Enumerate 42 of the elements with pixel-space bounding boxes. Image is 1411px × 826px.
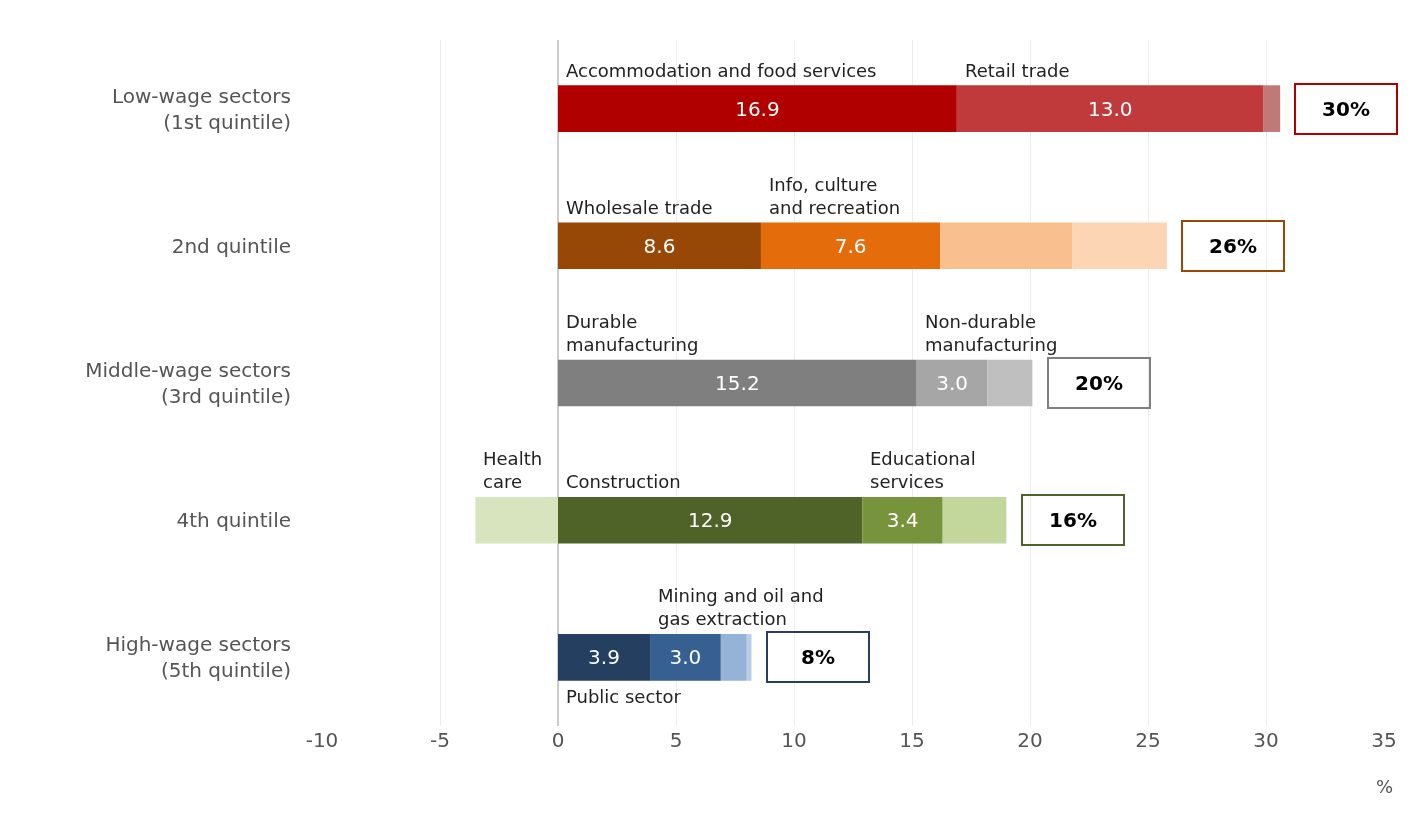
x-tick-label: 35 [1371, 728, 1397, 752]
series-label: Educational services [870, 448, 976, 493]
series-label: Health care [483, 448, 543, 493]
x-tick-label: 10 [781, 728, 807, 752]
x-axis-title: % [1376, 776, 1394, 797]
data-label: 15.2 [715, 371, 760, 395]
data-label: 12.9 [687, 508, 733, 533]
series-label: Public sector [566, 686, 682, 707]
series-label: Info, culture and recreation [769, 174, 901, 219]
data-label: 3.0 [936, 371, 969, 395]
y-tick-label: Low-wage sectors (1st quintile) [111, 83, 291, 134]
series-label: Wholesale trade [566, 197, 713, 218]
x-tick-label: 20 [1017, 728, 1043, 752]
series-label: Accommodation and food services [566, 60, 877, 81]
total-label: 8% [801, 645, 835, 669]
series-label: Non-durable manufacturing [925, 311, 1058, 356]
data-label: 13.0 [1087, 96, 1133, 121]
y-tick-label: 4th quintile [176, 508, 291, 533]
data-label: 3.0 [669, 645, 702, 670]
x-tick-label: -5 [430, 728, 450, 752]
x-tick-label: -10 [305, 728, 339, 752]
data-label: 3.4 [886, 508, 919, 533]
total-label: 16% [1049, 508, 1097, 532]
total-label: 30% [1322, 97, 1370, 121]
total-label: 26% [1209, 234, 1257, 258]
total-label: 20% [1075, 371, 1123, 395]
data-label: 7.6 [834, 233, 867, 258]
series-label: Retail trade [965, 60, 1070, 81]
x-tick-label: 0 [551, 728, 565, 752]
data-label: 3.9 [588, 645, 620, 670]
x-tick-label: 25 [1135, 728, 1161, 752]
data-label: 8.6 [643, 233, 676, 258]
y-tick-label: High-wage sectors (5th quintile) [105, 632, 291, 683]
x-tick-label: 5 [669, 728, 683, 752]
y-tick-label: 2nd quintile [171, 233, 291, 258]
x-tick-label: 30 [1253, 728, 1279, 752]
x-tick-label: 15 [899, 728, 925, 752]
y-tick-label: Middle-wage sectors (3rd quintile) [85, 358, 291, 408]
series-label: Mining and oil and gas extraction [658, 585, 824, 630]
series-label: Durable manufacturing [566, 311, 699, 356]
data-label: 16.9 [735, 96, 780, 121]
series-label: Construction [566, 471, 681, 492]
